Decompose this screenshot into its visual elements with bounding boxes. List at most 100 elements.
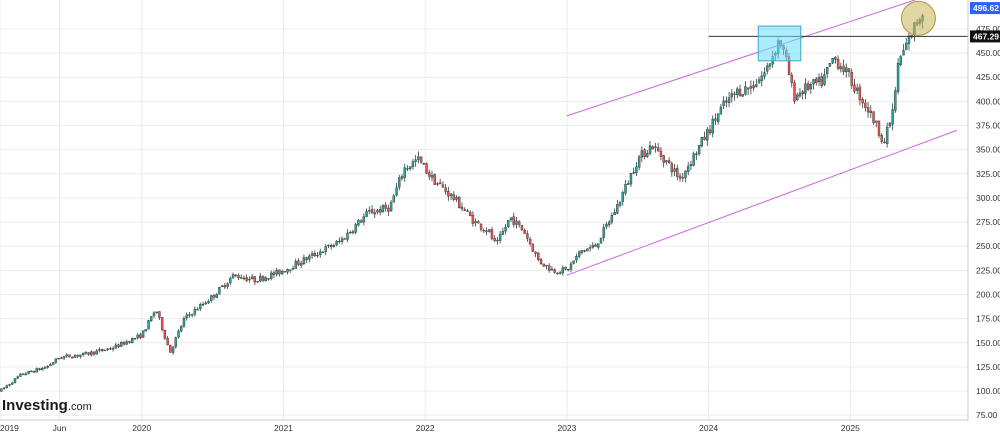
candle-body bbox=[41, 367, 44, 371]
candle-body bbox=[820, 76, 823, 86]
candle bbox=[324, 244, 327, 256]
y-tick-label: 200.00 bbox=[976, 289, 1000, 299]
candle-body bbox=[103, 349, 107, 352]
y-tick-label: 375.00 bbox=[976, 121, 1000, 131]
candle bbox=[561, 265, 565, 276]
y-tick-label: 75.00 bbox=[976, 410, 998, 420]
candle-body bbox=[294, 261, 297, 269]
candle-body bbox=[629, 173, 633, 185]
candle bbox=[291, 265, 295, 271]
candle bbox=[136, 332, 139, 340]
candle bbox=[329, 243, 333, 250]
candle bbox=[815, 76, 818, 86]
candle-body bbox=[280, 271, 284, 275]
candle-body bbox=[678, 175, 682, 179]
candle bbox=[71, 356, 74, 359]
candle bbox=[193, 306, 197, 317]
candle-body bbox=[828, 63, 832, 67]
candle-body bbox=[744, 86, 747, 95]
x-tick-label: 2023 bbox=[557, 423, 576, 433]
candle-body bbox=[128, 341, 131, 343]
candle-body bbox=[624, 184, 627, 194]
candle bbox=[509, 217, 513, 223]
logo-suffix: .com bbox=[68, 401, 92, 413]
candle bbox=[836, 55, 840, 71]
candle-body bbox=[550, 269, 554, 271]
candle-body bbox=[376, 209, 379, 213]
candle-body bbox=[177, 330, 180, 338]
candle bbox=[340, 236, 344, 245]
candle bbox=[850, 68, 853, 89]
candle-body bbox=[51, 362, 55, 365]
candle bbox=[667, 157, 671, 165]
candle bbox=[665, 159, 668, 165]
candle bbox=[343, 237, 346, 240]
candle-body bbox=[711, 118, 714, 134]
candle bbox=[237, 273, 240, 281]
candle bbox=[613, 208, 616, 216]
candle bbox=[321, 251, 325, 253]
candle-body bbox=[899, 56, 902, 65]
y-tick-label: 100.00 bbox=[976, 386, 1000, 396]
candle-body bbox=[665, 160, 668, 163]
candle bbox=[98, 347, 101, 353]
candle-body bbox=[872, 111, 875, 123]
candle-body bbox=[594, 244, 597, 247]
candle-body bbox=[261, 276, 265, 281]
candle-body bbox=[166, 338, 169, 346]
candle bbox=[673, 164, 676, 176]
candle-body bbox=[400, 176, 404, 179]
candle bbox=[234, 274, 237, 278]
candle bbox=[727, 91, 731, 108]
candle bbox=[49, 363, 52, 367]
candle bbox=[493, 235, 496, 243]
candle-body bbox=[760, 75, 763, 81]
candle bbox=[877, 120, 881, 138]
candle bbox=[215, 293, 218, 299]
candle bbox=[294, 258, 297, 269]
candle bbox=[556, 272, 559, 276]
candle-body bbox=[842, 65, 845, 73]
candle-body bbox=[13, 378, 17, 383]
candle bbox=[414, 155, 417, 167]
candle-body bbox=[725, 100, 728, 103]
candle-body bbox=[373, 212, 376, 215]
candle bbox=[460, 202, 464, 212]
candle bbox=[883, 138, 886, 144]
candle bbox=[741, 94, 744, 98]
candle-body bbox=[226, 283, 229, 287]
candle bbox=[736, 86, 739, 99]
candle bbox=[793, 79, 796, 104]
candle-body bbox=[283, 271, 287, 273]
candle-body bbox=[793, 82, 796, 102]
candle bbox=[700, 136, 704, 148]
candle bbox=[381, 204, 385, 213]
candle-body bbox=[866, 107, 870, 113]
candle-body bbox=[215, 294, 218, 299]
candle bbox=[839, 62, 843, 73]
candle-body bbox=[515, 220, 518, 225]
candle bbox=[392, 193, 396, 203]
candle-body bbox=[158, 311, 161, 318]
candle bbox=[433, 173, 436, 185]
candle-body bbox=[498, 234, 502, 241]
candle-body bbox=[111, 348, 115, 350]
candle bbox=[834, 56, 837, 64]
candle bbox=[553, 268, 556, 274]
candle-body bbox=[163, 330, 167, 339]
candle-body bbox=[667, 160, 671, 163]
candle-body bbox=[528, 239, 532, 245]
candle bbox=[686, 161, 690, 176]
candle-body bbox=[319, 251, 322, 255]
candle-body bbox=[836, 58, 840, 69]
candle-body bbox=[567, 269, 570, 271]
candle-body bbox=[479, 223, 483, 230]
candle-body bbox=[114, 344, 118, 349]
last-price-label-bg bbox=[970, 2, 1000, 15]
candle bbox=[430, 170, 434, 182]
candle-body bbox=[864, 102, 867, 108]
candle-body bbox=[605, 223, 608, 227]
candle-body bbox=[436, 183, 439, 185]
candle-body bbox=[414, 159, 417, 162]
